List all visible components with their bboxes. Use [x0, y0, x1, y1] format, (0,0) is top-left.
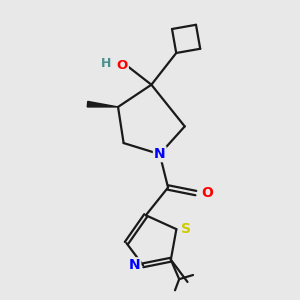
- Text: N: N: [129, 258, 140, 272]
- Text: H: H: [101, 57, 111, 70]
- Text: S: S: [181, 222, 190, 236]
- Polygon shape: [87, 101, 118, 107]
- Text: O: O: [201, 186, 213, 200]
- Text: O: O: [117, 59, 128, 72]
- Text: N: N: [154, 147, 166, 161]
